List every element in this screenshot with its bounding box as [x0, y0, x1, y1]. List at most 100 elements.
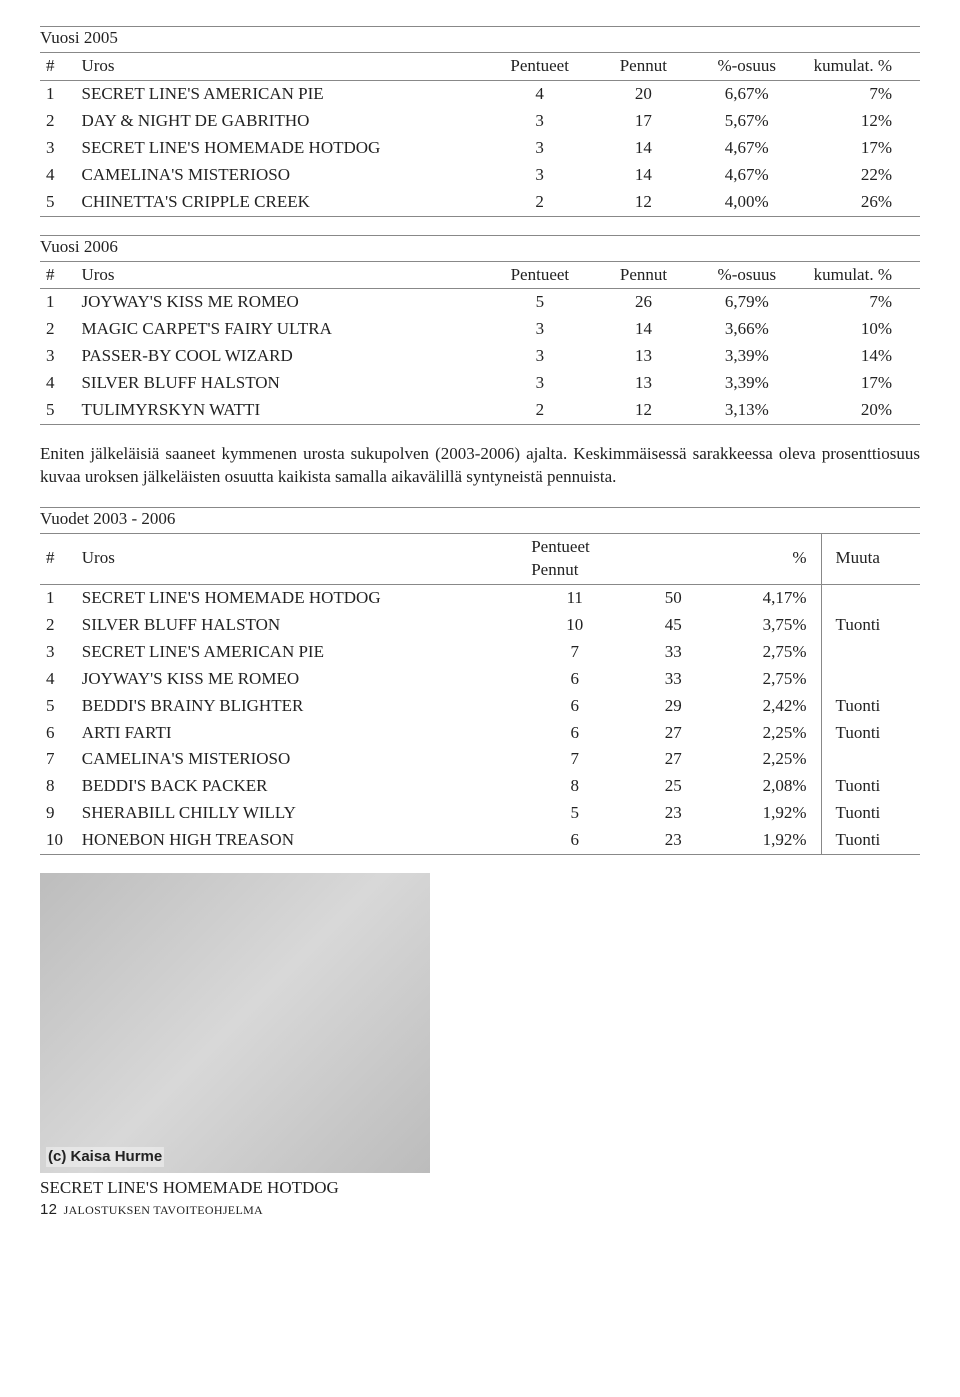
- page-number: 12: [40, 1201, 57, 1218]
- cell: 6: [525, 693, 624, 720]
- cell: PASSER-BY COOL WIZARD: [75, 343, 485, 370]
- cell: 2,25%: [722, 746, 821, 773]
- cell: 2: [486, 397, 595, 424]
- cell: 2: [40, 612, 76, 639]
- cell: 6: [525, 827, 624, 854]
- cell: 9: [40, 800, 76, 827]
- cell: 7: [40, 746, 76, 773]
- cell: Tuonti: [821, 612, 920, 639]
- table-2006: # Uros Pentueet Pennut %-osuus kumulat. …: [40, 261, 920, 426]
- col-pct: %: [722, 533, 821, 584]
- h-litters: Pentueet: [531, 537, 590, 556]
- cell: 11: [525, 584, 624, 611]
- cell: 7%: [801, 80, 920, 107]
- cell: [821, 666, 920, 693]
- cell: 13: [594, 370, 693, 397]
- table-row: 6ARTI FARTI6272,25%Tuonti: [40, 720, 920, 747]
- cell: 1,92%: [722, 827, 821, 854]
- cell: SECRET LINE'S HOMEMADE HOTDOG: [76, 584, 525, 611]
- cell: 3,39%: [693, 370, 801, 397]
- cell: 4,67%: [693, 135, 801, 162]
- cell: ARTI FARTI: [76, 720, 525, 747]
- cell: 3: [486, 370, 595, 397]
- cell: BEDDI'S BACK PACKER: [76, 773, 525, 800]
- table-bottom-rule: [40, 855, 920, 856]
- cell: 8: [40, 773, 76, 800]
- col-share: %-osuus: [693, 261, 801, 289]
- cell: 2: [40, 108, 75, 135]
- cell: 5: [525, 800, 624, 827]
- table-row: 3SECRET LINE'S AMERICAN PIE7332,75%: [40, 639, 920, 666]
- cell: 23: [624, 827, 722, 854]
- col-name: Uros: [75, 52, 485, 80]
- col-share: %-osuus: [693, 52, 801, 80]
- cell: 5: [486, 289, 595, 316]
- col-hash: #: [40, 261, 75, 289]
- cell: 4,00%: [693, 189, 801, 216]
- cell: [821, 639, 920, 666]
- cell: Tuonti: [821, 693, 920, 720]
- cell: 3: [40, 343, 75, 370]
- cell: 25: [624, 773, 722, 800]
- cell: CHINETTA'S CRIPPLE CREEK: [75, 189, 485, 216]
- photo-credit: (c) Kaisa Hurme: [46, 1147, 164, 1167]
- cell: 2,75%: [722, 666, 821, 693]
- dog-photo: (c) Kaisa Hurme: [40, 873, 430, 1173]
- table-row: 1SECRET LINE'S HOMEMADE HOTDOG11504,17%: [40, 584, 920, 611]
- table-header-row: # Uros Pentueet Pennut %-osuus kumulat. …: [40, 261, 920, 289]
- table-2005-title: Vuosi 2005: [40, 26, 920, 50]
- col-name: Uros: [75, 261, 485, 289]
- cell: 17: [594, 108, 693, 135]
- cell: 14: [594, 162, 693, 189]
- cell: 2,25%: [722, 720, 821, 747]
- cell: 3: [485, 108, 594, 135]
- cell: 27: [624, 746, 722, 773]
- cell: 1: [40, 289, 75, 316]
- cell: 3: [40, 639, 76, 666]
- cell: MAGIC CARPET'S FAIRY ULTRA: [75, 316, 485, 343]
- table-row: 4SILVER BLUFF HALSTON3133,39%17%: [40, 370, 920, 397]
- cell: 12: [594, 397, 693, 424]
- col-puppies: Pennut: [594, 52, 693, 80]
- cell: 7: [525, 746, 624, 773]
- cell: [821, 584, 920, 611]
- cell: 45: [624, 612, 722, 639]
- table-header-row: # Uros Pentueet Pennut %-osuus kumulat. …: [40, 52, 920, 80]
- cell: 3,13%: [693, 397, 801, 424]
- cell: 10: [525, 612, 624, 639]
- table-row: 3PASSER-BY COOL WIZARD3133,39%14%: [40, 343, 920, 370]
- table-row: 2SILVER BLUFF HALSTON10453,75%Tuonti: [40, 612, 920, 639]
- cell: 27: [624, 720, 722, 747]
- table-row: 8BEDDI'S BACK PACKER8252,08%Tuonti: [40, 773, 920, 800]
- cell: 6,67%: [693, 80, 801, 107]
- col-litters: Pentueet Pennut: [525, 533, 624, 584]
- cell: 4,17%: [722, 584, 821, 611]
- cell: 8: [525, 773, 624, 800]
- table-row: 3SECRET LINE'S HOMEMADE HOTDOG3144,67%17…: [40, 135, 920, 162]
- cell: 50: [624, 584, 722, 611]
- cell: Tuonti: [821, 720, 920, 747]
- cell: 10: [40, 827, 76, 854]
- cell: 22%: [801, 162, 920, 189]
- cell: Tuonti: [821, 800, 920, 827]
- cell: 3: [486, 343, 595, 370]
- table-row: 5TULIMYRSKYN WATTI2123,13%20%: [40, 397, 920, 424]
- cell: 33: [624, 666, 722, 693]
- cell: 4: [40, 666, 76, 693]
- col-cumul: kumulat. %: [801, 261, 920, 289]
- table-row: 4JOYWAY'S KISS ME ROMEO6332,75%: [40, 666, 920, 693]
- cell: SECRET LINE'S HOMEMADE HOTDOG: [75, 135, 485, 162]
- cell: 1: [40, 80, 75, 107]
- cell: 2,42%: [722, 693, 821, 720]
- col-hash: #: [40, 52, 75, 80]
- cell: 4: [40, 370, 75, 397]
- cell: 14: [594, 135, 693, 162]
- cell: 33: [624, 639, 722, 666]
- cell: 23: [624, 800, 722, 827]
- cell: 6: [525, 666, 624, 693]
- cell: [821, 746, 920, 773]
- cell: 4: [485, 80, 594, 107]
- cell: JOYWAY'S KISS ME ROMEO: [76, 666, 525, 693]
- col-hash: #: [40, 533, 76, 584]
- cell: 2,75%: [722, 639, 821, 666]
